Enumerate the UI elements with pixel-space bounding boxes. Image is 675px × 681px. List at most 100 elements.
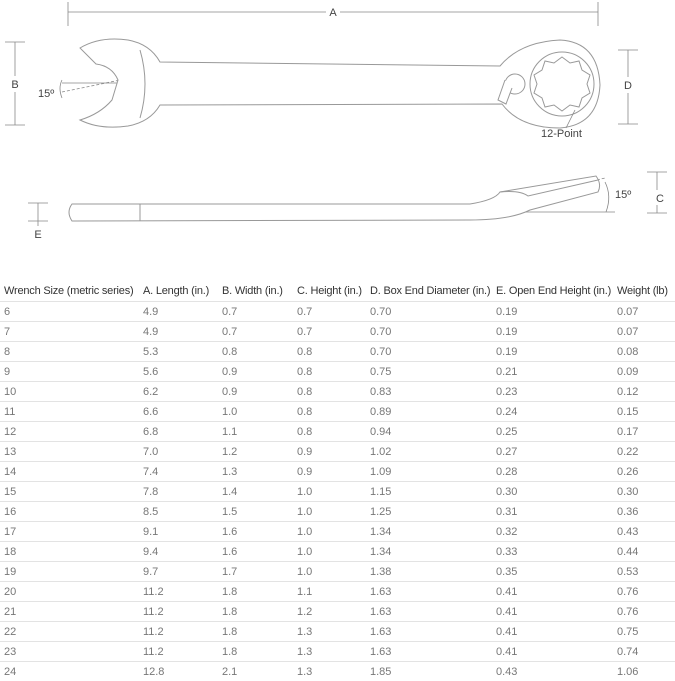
table-cell: 0.15: [613, 402, 675, 422]
table-cell: 0.09: [613, 362, 675, 382]
table-cell: 1.2: [218, 442, 293, 462]
table-cell: 0.8: [293, 362, 366, 382]
table-cell: 22: [0, 622, 139, 642]
angle-label-side: 15º: [615, 189, 631, 201]
table-cell: 4.9: [139, 322, 218, 342]
table-cell: 1.8: [218, 642, 293, 662]
table-cell: 0.76: [613, 602, 675, 622]
table-cell: 1.34: [366, 542, 492, 562]
table-cell: 24: [0, 662, 139, 681]
table-cell: 11: [0, 402, 139, 422]
table-cell: 0.23: [492, 382, 613, 402]
label-a: A: [329, 7, 337, 19]
table-cell: 1.34: [366, 522, 492, 542]
table-cell: 0.8: [218, 342, 293, 362]
table-cell: 0.9: [218, 382, 293, 402]
table-cell: 1.3: [293, 642, 366, 662]
table-cell: 0.70: [366, 302, 492, 322]
column-header: A. Length (in.): [139, 281, 218, 302]
table-cell: 11.2: [139, 622, 218, 642]
label-d: D: [624, 80, 632, 92]
table-cell: 1.7: [218, 562, 293, 582]
table-cell: 0.28: [492, 462, 613, 482]
table-cell: 0.76: [613, 582, 675, 602]
table-cell: 0.74: [613, 642, 675, 662]
table-cell: 13: [0, 442, 139, 462]
table-cell: 1.25: [366, 502, 492, 522]
wrench-side-view: [69, 176, 600, 221]
table-cell: 7.4: [139, 462, 218, 482]
table-cell: 0.8: [293, 342, 366, 362]
table-cell: 0.7: [293, 322, 366, 342]
table-cell: 0.07: [613, 302, 675, 322]
table-cell: 0.41: [492, 622, 613, 642]
table-header-row: Wrench Size (metric series)A. Length (in…: [0, 281, 675, 302]
label-c: C: [656, 193, 664, 205]
table-cell: 1.63: [366, 602, 492, 622]
table-cell: 17: [0, 522, 139, 542]
table-cell: 0.43: [613, 522, 675, 542]
table-cell: 1.02: [366, 442, 492, 462]
table-cell: 7.8: [139, 482, 218, 502]
table-cell: 0.8: [293, 422, 366, 442]
table-cell: 20: [0, 582, 139, 602]
table-cell: 16: [0, 502, 139, 522]
table-cell: 0.7: [293, 302, 366, 322]
table-cell: 1.15: [366, 482, 492, 502]
table-cell: 0.17: [613, 422, 675, 442]
table-cell: 0.89: [366, 402, 492, 422]
table-cell: 0.41: [492, 642, 613, 662]
table-cell: 12.8: [139, 662, 218, 681]
table-cell: 1.85: [366, 662, 492, 681]
table-cell: 9.4: [139, 542, 218, 562]
table-cell: 5.3: [139, 342, 218, 362]
table-cell: 4.9: [139, 302, 218, 322]
table-cell: 12: [0, 422, 139, 442]
table-cell: 1.5: [218, 502, 293, 522]
table-cell: 1.1: [218, 422, 293, 442]
table-cell: 9: [0, 362, 139, 382]
table-cell: 11.2: [139, 642, 218, 662]
table-cell: 0.53: [613, 562, 675, 582]
table-cell: 0.35: [492, 562, 613, 582]
table-cell: 0.08: [613, 342, 675, 362]
table-cell: 0.43: [492, 662, 613, 681]
table-cell: 0.83: [366, 382, 492, 402]
table-cell: 6.2: [139, 382, 218, 402]
table-cell: 0.70: [366, 322, 492, 342]
table-cell: 0.9: [218, 362, 293, 382]
column-header: B. Width (in.): [218, 281, 293, 302]
wrench-top-view: [80, 39, 600, 128]
table-cell: 1.0: [293, 542, 366, 562]
table-cell: 8: [0, 342, 139, 362]
table-cell: 6.6: [139, 402, 218, 422]
table-cell: 0.30: [492, 482, 613, 502]
spec-table: Wrench Size (metric series)A. Length (in…: [0, 281, 675, 681]
table-cell: 0.44: [613, 542, 675, 562]
table-cell: 21: [0, 602, 139, 622]
table-cell: 1.3: [293, 622, 366, 642]
table-cell: 0.41: [492, 602, 613, 622]
table-cell: 1.8: [218, 582, 293, 602]
table-cell: 6.8: [139, 422, 218, 442]
table-cell: 1.8: [218, 622, 293, 642]
table-cell: 0.36: [613, 502, 675, 522]
table-cell: 11.2: [139, 602, 218, 622]
table-cell: 1.63: [366, 582, 492, 602]
table-cell: 0.07: [613, 322, 675, 342]
table-cell: 1.09: [366, 462, 492, 482]
box-end-label: 12-Point: [541, 128, 582, 140]
table-cell: 1.0: [293, 522, 366, 542]
table-cell: 0.7: [218, 322, 293, 342]
table-cell: 1.1: [293, 582, 366, 602]
